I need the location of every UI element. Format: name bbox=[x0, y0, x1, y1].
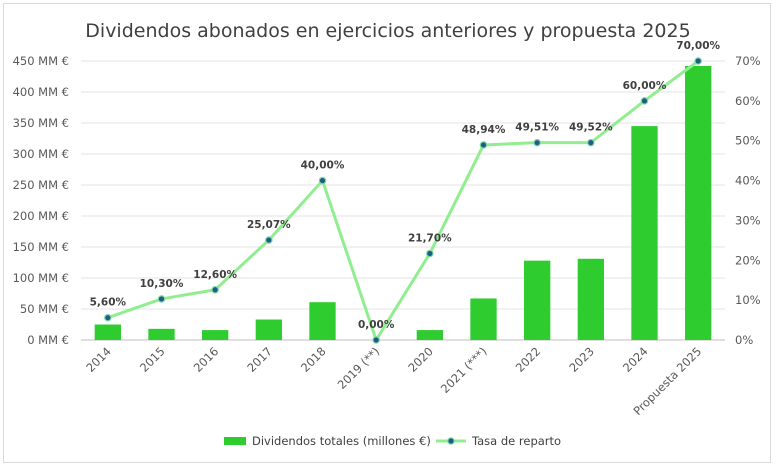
y-right-tick-label: 10% bbox=[735, 293, 761, 307]
bar-series bbox=[94, 65, 712, 341]
data-label: 60,00% bbox=[623, 80, 667, 92]
data-label: 12,60% bbox=[193, 269, 237, 281]
bar bbox=[470, 298, 497, 340]
bar bbox=[255, 319, 282, 340]
y-right-tick-label: 60% bbox=[735, 94, 761, 108]
data-label: 70,00% bbox=[676, 40, 720, 52]
data-labels: 5,60% 10,30% 12,60% 25,07% 40,00% 0,00% 21,70%… bbox=[90, 40, 721, 331]
x-tick-label: 2016 bbox=[191, 344, 222, 375]
data-label: 5,60% bbox=[90, 297, 127, 309]
y-left-tick-label: 450 MM € bbox=[13, 54, 69, 68]
chart-svg: Dividendos abonados en ejercicios anteri… bbox=[13, 20, 761, 448]
y-left-tick-label: 150 MM € bbox=[13, 240, 69, 254]
x-tick-label: 2021 (***) bbox=[438, 344, 490, 396]
bar bbox=[631, 126, 658, 340]
y-right-tick-label: 0% bbox=[735, 333, 753, 347]
y-right-tick-label: 50% bbox=[735, 134, 761, 148]
line-marker bbox=[587, 138, 595, 147]
y-left-tick-label: 50 MM € bbox=[20, 302, 69, 316]
x-tick-label: 2022 bbox=[513, 344, 544, 375]
bar bbox=[202, 330, 229, 340]
bar bbox=[416, 330, 443, 340]
y-right-tick-label: 40% bbox=[735, 174, 761, 188]
data-label: 10,30% bbox=[140, 278, 184, 290]
line-marker bbox=[265, 236, 273, 244]
data-label: 0,00% bbox=[358, 319, 395, 331]
line-marker bbox=[533, 138, 541, 147]
line-marker bbox=[157, 295, 166, 303]
data-label: 48,94% bbox=[462, 124, 506, 136]
data-label: 49,52% bbox=[569, 122, 613, 134]
x-tick-label: 2015 bbox=[137, 344, 168, 375]
line-marker bbox=[640, 97, 649, 105]
y-left-tick-label: 100 MM € bbox=[13, 271, 69, 285]
y-right-tick-label: 30% bbox=[735, 213, 761, 227]
x-tick-label: 2014 bbox=[83, 344, 114, 375]
y-right-tick-label: 20% bbox=[735, 253, 761, 267]
line-marker bbox=[318, 176, 327, 185]
legend-line-marker bbox=[447, 437, 455, 445]
y-left-tick-label: 300 MM € bbox=[13, 147, 69, 161]
legend-line-label: Tasa de reparto bbox=[471, 434, 561, 448]
x-axis: 2014 2015 2016 2017 2018 2019 (**) 2020 2021 (*… bbox=[83, 344, 704, 418]
y-right-tick-label: 70% bbox=[735, 54, 761, 68]
bar bbox=[148, 328, 175, 340]
x-tick-label: 2019 (**) bbox=[335, 344, 383, 392]
y-left-tick-label: 250 MM € bbox=[13, 178, 69, 192]
line-marker bbox=[694, 57, 702, 65]
x-tick-label: 2018 bbox=[298, 344, 329, 375]
line-marker bbox=[426, 249, 434, 258]
legend-bar-swatch bbox=[224, 437, 246, 445]
bar bbox=[524, 260, 551, 340]
x-tick-label: 2017 bbox=[244, 344, 275, 375]
legend: Dividendos totales (millones €) Tasa de r… bbox=[224, 434, 561, 448]
data-label: 21,70% bbox=[408, 233, 452, 245]
y-axis-right: 0% 10% 20% 30% 40% 50% 60% 70% bbox=[735, 54, 761, 347]
y-left-tick-label: 400 MM € bbox=[13, 85, 69, 99]
x-tick-label: 2023 bbox=[566, 344, 597, 375]
bar bbox=[94, 324, 121, 340]
y-left-tick-label: 0 MM € bbox=[27, 333, 69, 347]
chart-title: Dividendos abonados en ejercicios anteri… bbox=[85, 20, 690, 42]
bar bbox=[309, 302, 336, 340]
chart-frame: Dividendos abonados en ejercicios anteri… bbox=[3, 3, 771, 463]
y-left-tick-label: 350 MM € bbox=[13, 116, 69, 130]
bar bbox=[685, 65, 712, 341]
data-label: 49,51% bbox=[515, 122, 559, 134]
rate-line bbox=[107, 59, 700, 342]
x-tick-label: 2024 bbox=[620, 344, 651, 375]
data-label: 25,07% bbox=[247, 219, 291, 231]
y-left-tick-label: 200 MM € bbox=[13, 209, 69, 223]
line-marker bbox=[104, 313, 112, 322]
line-marker bbox=[211, 285, 219, 294]
x-tick-label: 2020 bbox=[405, 344, 436, 375]
line-series bbox=[104, 57, 702, 344]
bar bbox=[577, 258, 604, 340]
legend-bar-label: Dividendos totales (millones €) bbox=[252, 434, 431, 448]
y-axis-left: 0 MM € 50 MM € 100 MM € 150 MM € 200 MM € 250… bbox=[13, 54, 69, 347]
gridlines bbox=[81, 60, 725, 341]
data-label: 40,00% bbox=[301, 160, 345, 172]
line-marker bbox=[372, 336, 380, 344]
line-marker bbox=[479, 141, 488, 149]
